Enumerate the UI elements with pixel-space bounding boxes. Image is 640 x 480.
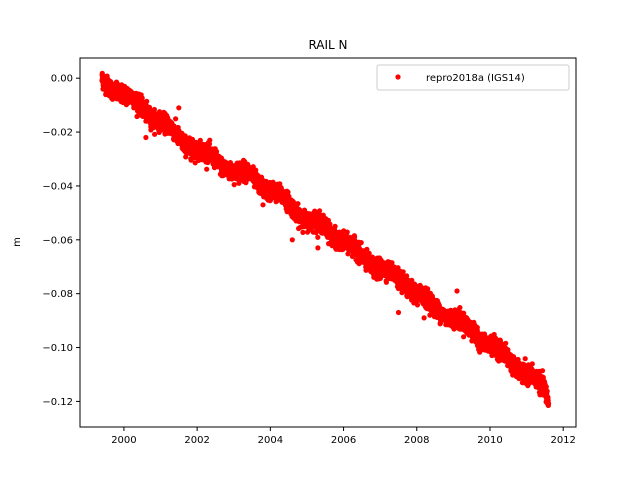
data-point-outlier bbox=[176, 105, 182, 111]
y-tick-label: −0.04 bbox=[42, 181, 73, 192]
data-point bbox=[427, 312, 433, 318]
data-point bbox=[189, 136, 195, 142]
data-point bbox=[285, 189, 291, 195]
data-point bbox=[207, 137, 213, 143]
legend: repro2018a (IGS14) bbox=[376, 64, 570, 91]
x-axis: 2000 2002 2004 2006 2008 2010 2012 bbox=[111, 427, 576, 446]
data-point bbox=[144, 98, 150, 104]
data-point-outlier bbox=[454, 288, 460, 294]
data-point bbox=[389, 260, 395, 266]
data-point bbox=[503, 340, 509, 346]
data-point bbox=[543, 384, 549, 390]
x-tick-label: 2002 bbox=[184, 435, 209, 446]
data-point bbox=[173, 116, 179, 122]
y-tick-label: −0.02 bbox=[42, 128, 73, 139]
y-axis: 0.00 −0.02 −0.04 −0.06 −0.08 −0.10 −0.12 bbox=[42, 74, 80, 408]
data-point bbox=[364, 246, 370, 252]
x-tick-label: 2012 bbox=[550, 435, 575, 446]
data-point bbox=[253, 167, 259, 173]
data-point bbox=[505, 347, 511, 353]
x-tick-label: 2004 bbox=[258, 435, 283, 446]
data-point bbox=[461, 310, 467, 316]
data-point bbox=[152, 131, 158, 137]
data-point bbox=[295, 201, 301, 207]
data-point bbox=[383, 279, 389, 285]
legend-box bbox=[376, 64, 570, 91]
data-point-outlier bbox=[143, 134, 149, 141]
x-tick-label: 2000 bbox=[111, 435, 136, 446]
legend-marker bbox=[395, 74, 401, 80]
chart-title: RAIL N bbox=[308, 38, 347, 52]
data-point-outlier bbox=[315, 245, 321, 251]
y-tick-label: 0.00 bbox=[51, 74, 73, 85]
data-point bbox=[529, 361, 535, 367]
data-point bbox=[461, 334, 467, 340]
y-tick-label: −0.08 bbox=[42, 289, 73, 300]
legend-label: repro2018a (IGS14) bbox=[426, 73, 525, 84]
data-point bbox=[539, 368, 546, 374]
data-point bbox=[400, 269, 406, 275]
data-point-outlier bbox=[289, 237, 295, 243]
data-point bbox=[197, 137, 203, 143]
plot-frame bbox=[79, 57, 577, 428]
data-point bbox=[151, 106, 157, 113]
data-points bbox=[99, 70, 552, 408]
data-point bbox=[366, 250, 372, 256]
data-point bbox=[544, 388, 550, 394]
data-point bbox=[522, 356, 528, 362]
data-point-outlier bbox=[260, 202, 266, 208]
data-point-outlier bbox=[395, 309, 402, 316]
data-point bbox=[404, 273, 410, 279]
data-point bbox=[540, 374, 546, 380]
y-tick-label: −0.10 bbox=[42, 343, 73, 354]
data-point bbox=[315, 234, 321, 240]
data-point bbox=[213, 149, 220, 155]
data-point-outlier bbox=[421, 315, 427, 321]
data-point bbox=[231, 182, 237, 188]
data-point bbox=[358, 240, 364, 246]
data-point bbox=[327, 221, 333, 227]
x-tick-label: 2006 bbox=[331, 435, 356, 446]
data-point bbox=[344, 229, 350, 235]
data-point bbox=[425, 286, 431, 292]
data-point bbox=[317, 208, 323, 214]
data-point bbox=[204, 166, 210, 172]
data-point bbox=[545, 400, 552, 406]
data-point bbox=[414, 302, 421, 308]
data-point bbox=[300, 229, 306, 235]
y-tick-label: −0.06 bbox=[42, 235, 73, 246]
y-axis-label: m bbox=[12, 237, 23, 247]
x-tick-label: 2008 bbox=[404, 435, 429, 446]
data-point bbox=[139, 95, 145, 101]
y-tick-label: −0.12 bbox=[42, 397, 73, 408]
data-point bbox=[332, 223, 338, 229]
x-tick-label: 2010 bbox=[477, 435, 502, 446]
data-point bbox=[457, 305, 463, 311]
